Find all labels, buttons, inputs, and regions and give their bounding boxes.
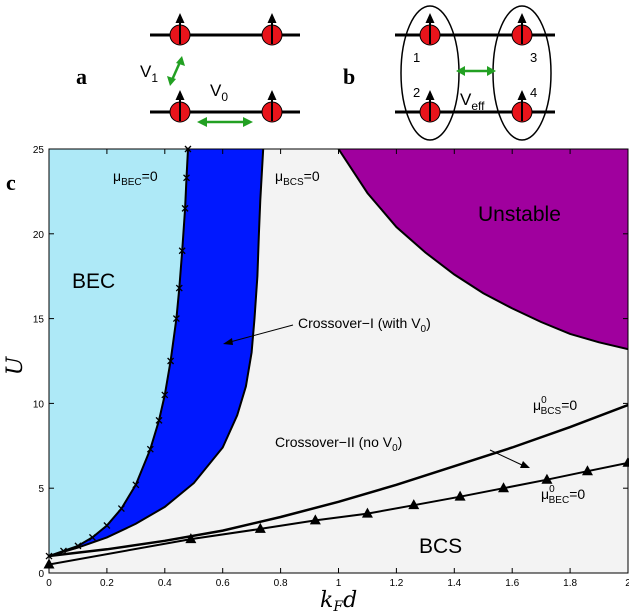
x-tick-label: 0.8	[274, 578, 288, 589]
v1-label: V1	[140, 62, 158, 85]
spin-up-atom	[419, 90, 441, 123]
data-point-triangle	[541, 473, 553, 484]
mu-bec-label: μBEC=0	[113, 168, 158, 188]
data-point-triangle	[185, 533, 197, 544]
site-label-1: 1	[413, 50, 420, 65]
v1-arrow	[167, 56, 185, 86]
x-tick-label: 1.8	[563, 578, 577, 589]
panel-a: a V1 V0	[76, 13, 300, 127]
region-fill-crossover-1	[49, 149, 264, 556]
region-label-unstable: Unstable	[478, 203, 561, 226]
data-point-triangle	[581, 465, 593, 476]
x-tick-label: 1.2	[389, 578, 403, 589]
data-point-x	[146, 445, 154, 453]
data-point-x	[88, 533, 96, 541]
v0-label: V0	[210, 81, 228, 104]
data-point-triangle	[408, 499, 420, 510]
spin-up-atom	[261, 13, 283, 46]
region-label-bcs: BCS	[419, 535, 462, 558]
mu-bcs-label: μBCS=0	[275, 168, 320, 188]
y-tick-label: 0	[38, 569, 44, 580]
site-label-2: 2	[413, 85, 420, 100]
atoms-a	[169, 13, 283, 123]
spin-up-atom	[169, 90, 191, 123]
data-point-x	[132, 481, 140, 489]
data-point-triangle	[454, 490, 466, 501]
data-point-x	[175, 284, 183, 292]
y-tick-label: 15	[33, 315, 45, 326]
region-fill-bec	[49, 149, 188, 556]
veff-label: Veff	[460, 90, 485, 113]
data-point-triangle	[361, 507, 373, 518]
y-tick-label: 5	[38, 484, 44, 495]
data-point-triangle	[498, 482, 510, 493]
curve-markers	[43, 145, 629, 569]
y-tick-label: 10	[33, 399, 45, 410]
mu0-bcs-label: μ0 BCS=0	[533, 395, 577, 417]
panel-label-c: c	[6, 170, 16, 195]
y-tick-label: 25	[33, 145, 45, 156]
atoms-b	[419, 13, 533, 123]
mu0-bec-label: μ0 BEC=0	[541, 484, 585, 506]
data-point-x	[155, 416, 163, 424]
x-tick-label: 2	[625, 578, 629, 589]
site-label-4: 4	[530, 85, 537, 100]
site-label-3: 3	[530, 50, 537, 65]
data-point-x	[74, 542, 82, 550]
y-tick-label: 20	[33, 230, 45, 241]
spin-up-atom	[419, 13, 441, 46]
region-label-bec: BEC	[72, 270, 115, 293]
x-tick-label: 1.4	[447, 578, 461, 589]
x-tick-label: 1	[336, 578, 342, 589]
data-point-x	[178, 247, 186, 255]
pair-ellipse-right	[492, 5, 552, 141]
panel-label-a: a	[76, 64, 87, 89]
spin-up-atom	[261, 90, 283, 123]
crossover-1-pointer	[223, 324, 294, 345]
data-point-x	[103, 522, 111, 529]
x-tick-label: 0.6	[216, 578, 230, 589]
data-point-x	[161, 391, 169, 399]
data-point-triangle	[622, 456, 629, 467]
x-axis-label: kFd	[320, 588, 357, 612]
spin-up-atom	[169, 13, 191, 46]
x-tick-label: 0	[46, 578, 52, 589]
data-point-x	[167, 357, 175, 365]
data-point-x	[117, 505, 125, 513]
data-point-x	[183, 174, 190, 182]
x-tick-label: 0.4	[158, 578, 172, 589]
v0-arrow	[197, 117, 253, 127]
y-axis-label: U	[3, 355, 28, 375]
x-tick-label: 0.2	[100, 578, 114, 589]
data-point-x	[60, 547, 67, 555]
pair-ellipse-left	[400, 5, 460, 141]
series-line-2	[337, 149, 628, 351]
data-point-x	[181, 204, 189, 212]
series-line-3	[49, 403, 628, 558]
panel-b: b Veff 1 2 3 4	[343, 5, 555, 141]
crossover-2-label: Crossover−II (no V0)	[275, 434, 402, 454]
crossover-2-pointer	[489, 449, 530, 468]
data-point-x	[172, 315, 180, 323]
panel-label-b: b	[343, 64, 355, 89]
spin-up-atom	[511, 90, 533, 123]
data-point-triangle	[309, 514, 321, 525]
data-point-triangle	[254, 522, 266, 533]
spin-up-atom	[511, 13, 533, 46]
series-line-1	[49, 149, 265, 557]
veff-arrow	[456, 66, 496, 76]
crossover-1-label: Crossover−I (with V0)	[298, 315, 431, 335]
x-tick-label: 1.6	[505, 578, 519, 589]
region-fill-unstable	[338, 149, 628, 350]
